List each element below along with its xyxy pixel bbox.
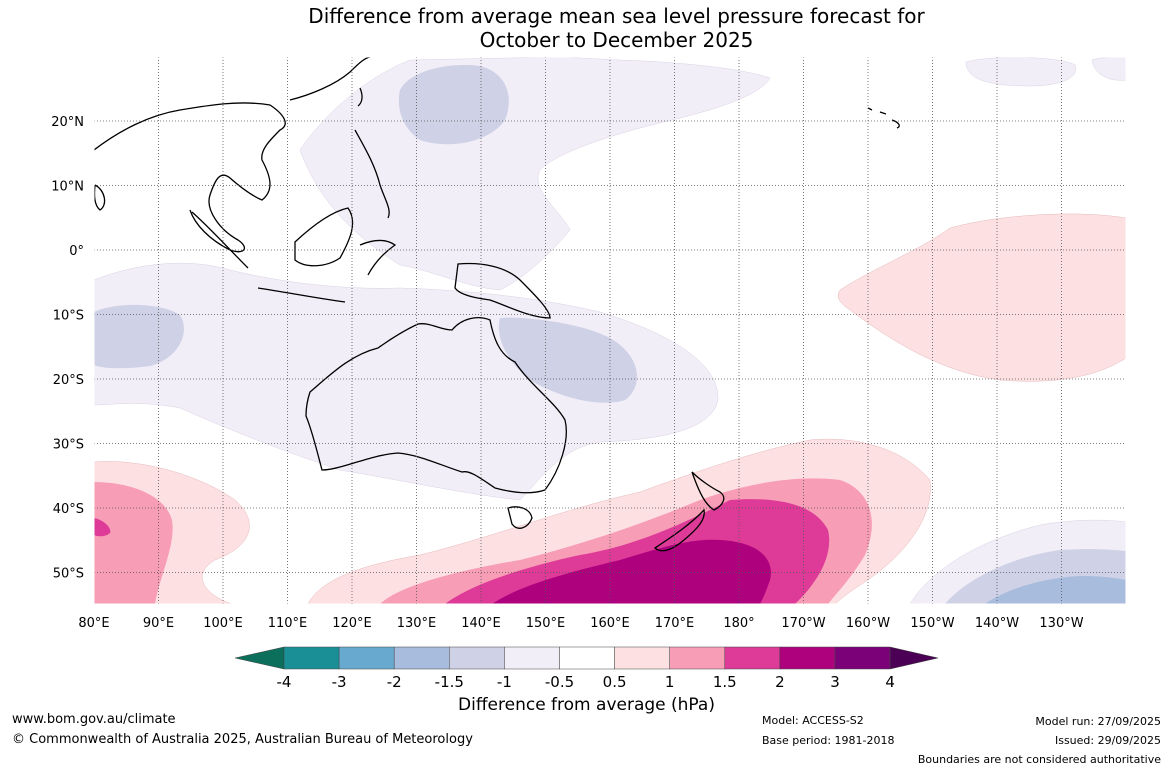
colorbar-segment <box>504 646 560 670</box>
map-title: Difference from average mean sea level p… <box>0 4 1173 52</box>
latitude-label: 10°S <box>53 309 84 324</box>
colorbar-tick-label: -1.5 <box>435 673 464 691</box>
coast-java <box>257 287 346 303</box>
colorbar-segment <box>834 646 891 670</box>
longitude-label: 110°E <box>268 616 308 631</box>
map-title-line1: Difference from average mean sea level p… <box>308 4 925 28</box>
longitude-label: 120°E <box>332 616 372 631</box>
coast-tasmania <box>507 506 533 529</box>
latitude-label: 40°S <box>53 502 84 517</box>
coast-sulawesi <box>359 239 397 276</box>
longitude-label: 140°W <box>975 616 1019 631</box>
colorbar-segment <box>449 646 505 670</box>
colorbar <box>234 646 939 670</box>
model-name: Model: ACCESS-S2 <box>762 714 864 727</box>
longitude-label: 170°W <box>781 616 825 631</box>
coast-new-guinea <box>454 262 551 319</box>
latitude-label: 20°S <box>53 373 84 388</box>
map-title-line2: October to December 2025 <box>479 28 754 52</box>
latitude-label: 10°N <box>51 180 84 195</box>
contour-blue-se2 <box>985 576 1126 604</box>
longitude-label: 160°W <box>846 616 890 631</box>
longitude-label: 130°W <box>1039 616 1083 631</box>
latitude-label: 0° <box>69 244 84 259</box>
coast-sumatra <box>191 211 249 269</box>
latitude-label: 20°N <box>51 115 84 130</box>
contour-rose-sw <box>94 482 173 604</box>
colorbar-tick-label: -2 <box>387 673 402 691</box>
colorbar-tick-label: 2 <box>775 673 785 691</box>
colorbar-tick-label: 1.5 <box>713 673 737 691</box>
coast-asia <box>94 102 286 253</box>
contour-pink-pacific <box>837 213 1126 382</box>
colorbar-segment <box>283 646 340 670</box>
contour-magenta-sw <box>94 518 111 537</box>
coast-australia <box>305 317 567 494</box>
map-plot-area <box>94 57 1126 604</box>
map-frame <box>93 56 1127 605</box>
contour-blue-coral <box>498 317 637 403</box>
colorbar-tick-label: -0.5 <box>545 673 574 691</box>
colorbar-segment <box>724 646 781 670</box>
longitude-label: 100°E <box>203 616 243 631</box>
longitude-label: 90°E <box>143 616 174 631</box>
contour-lavender-south <box>94 262 719 501</box>
coast-philippines <box>354 129 390 219</box>
colorbar-tick-label: 1 <box>665 673 675 691</box>
colorbar-tick-label: -4 <box>277 673 292 691</box>
colorbar-segment <box>393 646 450 670</box>
longitude-label: 150°E <box>526 616 566 631</box>
longitude-label: 140°E <box>461 616 501 631</box>
model-run-date: Model run: 27/09/2025 <box>1035 715 1161 728</box>
coast-hawaii <box>867 107 900 129</box>
copyright-text: © Commonwealth of Australia 2025, Austra… <box>12 732 473 747</box>
coast-borneo <box>294 207 354 267</box>
base-period: Base period: 1981-2018 <box>762 734 895 747</box>
longitude-label: 170°E <box>655 616 695 631</box>
longitude-label: 150°W <box>910 616 954 631</box>
colorbar-max-arrow <box>889 646 939 670</box>
colorbar-tick-label: 4 <box>885 673 895 691</box>
colorbar-min-arrow <box>234 646 285 670</box>
colorbar-tick-label: 3 <box>830 673 840 691</box>
gridlines <box>94 57 1126 604</box>
longitude-label: 80°E <box>78 616 109 631</box>
longitude-label: 180° <box>723 616 754 631</box>
coast-china-north <box>289 57 371 101</box>
longitude-labels: 80°E 90°E 100°E 110°E 120°E 130°E 140°E 150°E 16… <box>78 616 1083 631</box>
coast-nz-south <box>653 508 705 552</box>
longitude-label: 160°E <box>590 616 630 631</box>
colorbar-tick-label: -3 <box>332 673 347 691</box>
colorbar-segment <box>338 646 395 670</box>
coastlines <box>94 57 900 552</box>
contour-purple-south <box>492 539 771 604</box>
disclaimer: Boundaries are not considered authoritat… <box>917 753 1161 766</box>
issued-date: Issued: 29/09/2025 <box>1054 734 1161 747</box>
coast-taiwan <box>357 87 363 107</box>
latitude-label: 50°S <box>53 567 84 582</box>
coast-nz-north <box>691 471 725 511</box>
coast-srilanka <box>94 184 106 211</box>
colorbar-segment <box>669 646 726 670</box>
contour-lavender-ne2 <box>1091 57 1126 81</box>
colorbar-segment <box>614 646 670 670</box>
latitude-labels: 20°N 10°N 0° 10°S 20°S 30°S 40°S 50°S <box>51 115 84 582</box>
contour-blue-west <box>94 304 184 369</box>
longitude-label: 130°E <box>397 616 437 631</box>
colorbar-tick-labels: -4 -3 -2 -1.5 -1 -0.5 0.5 1 1.5 2 3 4 <box>277 673 895 691</box>
colorbar-tick-label: -1 <box>497 673 512 691</box>
latitude-label: 30°S <box>53 438 84 453</box>
colorbar-tick-label: 0.5 <box>603 673 627 691</box>
colorbar-title: Difference from average (hPa) <box>458 695 715 715</box>
colorbar-segment <box>779 646 836 670</box>
colorbar-segment <box>559 646 615 670</box>
website-link[interactable]: www.bom.gov.au/climate <box>12 712 176 727</box>
